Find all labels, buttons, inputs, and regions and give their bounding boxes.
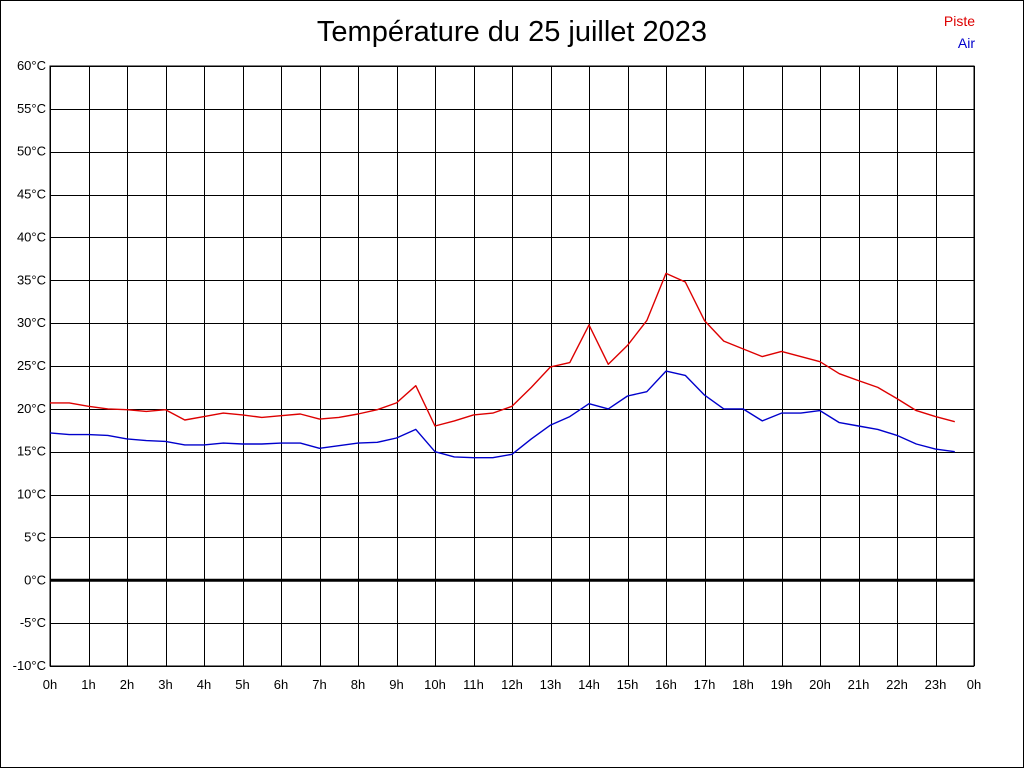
x-tick-label: 0h <box>43 677 57 692</box>
y-tick-label: -10°C <box>13 658 46 673</box>
x-tick-label: 4h <box>197 677 211 692</box>
x-tick-label: 15h <box>617 677 639 692</box>
y-tick-label: 55°C <box>17 101 46 116</box>
chart-title: Température du 25 juillet 2023 <box>316 16 708 48</box>
x-tick-label: 7h <box>312 677 326 692</box>
x-tick-label: 3h <box>158 677 172 692</box>
y-tick-label: 10°C <box>17 487 46 502</box>
y-tick-label: 50°C <box>17 144 46 159</box>
legend-air: Air <box>957 35 975 51</box>
y-tick-label: 20°C <box>17 401 46 416</box>
x-tick-label: 22h <box>886 677 908 692</box>
series-line-piste <box>50 272 955 427</box>
y-tick-label: 5°C <box>24 529 46 544</box>
y-tick-label: 40°C <box>17 229 46 244</box>
series-line-air <box>49 370 955 459</box>
x-tick-label: 21h <box>848 677 870 692</box>
x-tick-label: 8h <box>351 677 365 692</box>
x-tick-label: 20h <box>809 677 831 692</box>
x-tick-label: 18h <box>732 677 754 692</box>
x-tick-label: 14h <box>578 677 600 692</box>
y-tick-label: 25°C <box>17 358 46 373</box>
x-tick-label: 12h <box>501 677 523 692</box>
x-tick-label: 9h <box>389 677 403 692</box>
x-tick-label: 1h <box>81 677 95 692</box>
x-tick-label: 5h <box>235 677 249 692</box>
legend-piste: Piste <box>943 13 975 29</box>
y-tick-label: 45°C <box>17 187 46 202</box>
x-tick-label: 16h <box>655 677 677 692</box>
x-tick-label: 10h <box>424 677 446 692</box>
x-tick-label: 13h <box>540 677 562 692</box>
y-tick-label: 30°C <box>17 315 46 330</box>
y-tick-label: 0°C <box>24 572 46 587</box>
y-tick-label: 15°C <box>17 444 46 459</box>
x-tick-label: 0h <box>967 677 981 692</box>
x-tick-label: 19h <box>771 677 793 692</box>
x-tick-label: 6h <box>274 677 288 692</box>
x-tick-label: 11h <box>463 677 484 692</box>
y-tick-label: 35°C <box>17 272 46 287</box>
x-tick-label: 23h <box>925 677 947 692</box>
x-tick-label: 2h <box>120 677 134 692</box>
y-tick-label: -5°C <box>20 615 46 630</box>
y-tick-label: 60°C <box>17 58 46 73</box>
x-tick-label: 17h <box>694 677 716 692</box>
